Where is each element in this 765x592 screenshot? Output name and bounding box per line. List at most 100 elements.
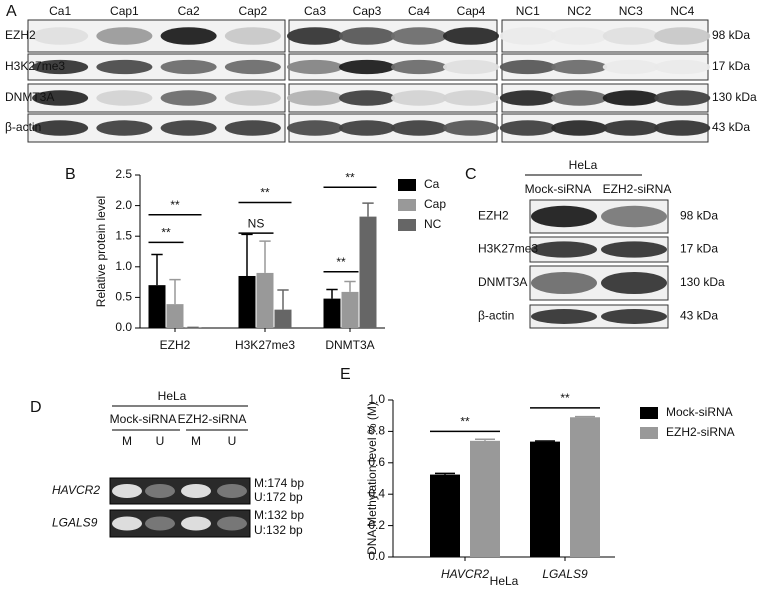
band xyxy=(391,120,447,136)
cell-line: HeLa xyxy=(158,389,187,403)
lane-label: M xyxy=(122,434,132,448)
x-tick-label: EZH2 xyxy=(160,338,191,352)
size-label: 17 kDa xyxy=(712,59,750,73)
legend-label: Mock-siRNA xyxy=(666,405,733,419)
group-label: EZH2-siRNA xyxy=(603,182,672,196)
size-label: U:172 bp xyxy=(254,490,303,504)
band xyxy=(391,90,447,106)
band xyxy=(602,90,659,106)
band xyxy=(96,27,153,45)
lane-label: Cap3 xyxy=(353,4,382,18)
error-bar xyxy=(277,289,289,310)
band xyxy=(287,27,343,45)
lane-label: Ca3 xyxy=(304,4,326,18)
significance-label: NS xyxy=(248,216,265,230)
lane-label: NC1 xyxy=(516,4,540,18)
band xyxy=(531,309,597,324)
lane-label: Ca2 xyxy=(178,4,200,18)
band xyxy=(160,27,217,45)
size-label: M:174 bp xyxy=(254,476,304,490)
band xyxy=(96,120,153,136)
band xyxy=(654,59,711,75)
error-bar xyxy=(259,240,271,273)
lane-label: Cap2 xyxy=(239,4,268,18)
lane-label: U xyxy=(156,434,165,448)
band xyxy=(32,90,89,106)
bar xyxy=(256,272,274,328)
protein-label: β-actin xyxy=(478,309,514,323)
legend-swatch xyxy=(640,407,658,419)
protein-label: EZH2 xyxy=(5,28,36,42)
bar xyxy=(274,309,292,328)
bar xyxy=(238,275,256,328)
gel-band xyxy=(181,516,211,531)
y-tick-label: 1.0 xyxy=(368,392,385,406)
gel-band xyxy=(217,484,247,498)
y-tick-label: 0.2 xyxy=(368,518,385,532)
size-label: 130 kDa xyxy=(712,90,757,104)
size-label: 98 kDa xyxy=(712,28,750,42)
protein-label: H3K27me3 xyxy=(478,242,538,256)
band xyxy=(499,59,556,75)
error-bar xyxy=(535,440,555,442)
group-label: EZH2-siRNA xyxy=(178,412,247,426)
band xyxy=(160,90,217,106)
band xyxy=(551,27,608,45)
band xyxy=(601,309,667,324)
band xyxy=(654,27,711,45)
bar xyxy=(570,417,600,557)
band xyxy=(602,120,659,136)
bar xyxy=(530,441,560,557)
group-label: Mock-siRNA xyxy=(525,182,592,196)
bar xyxy=(470,440,500,557)
protein-label: DNMT3A xyxy=(5,90,54,104)
band xyxy=(601,205,667,228)
size-label: 130 kDa xyxy=(680,275,725,289)
lane-label: Ca1 xyxy=(49,4,71,18)
band xyxy=(499,120,556,136)
significance-label: ** xyxy=(560,391,570,405)
band xyxy=(602,27,659,45)
band xyxy=(339,59,395,75)
y-tick-label: 0.5 xyxy=(115,290,132,304)
band xyxy=(160,120,217,136)
lane-label: U xyxy=(228,434,237,448)
y-tick-label: 2.5 xyxy=(115,167,132,181)
size-label: 17 kDa xyxy=(680,242,718,256)
band xyxy=(654,90,711,106)
protein-label: H3K27me3 xyxy=(5,59,65,73)
y-tick-label: 0.0 xyxy=(115,320,132,334)
panel-label: C xyxy=(465,166,477,183)
band xyxy=(551,59,608,75)
gel-band xyxy=(217,516,247,531)
panel-label: A xyxy=(6,3,17,20)
band xyxy=(551,90,608,106)
lane-label: Cap4 xyxy=(457,4,486,18)
band xyxy=(339,90,395,106)
size-label: 98 kDa xyxy=(680,209,718,223)
lane-label: NC3 xyxy=(619,4,643,18)
band xyxy=(602,59,659,75)
legend-swatch xyxy=(398,219,416,231)
error-bar xyxy=(362,202,374,217)
lane-label: Cap1 xyxy=(110,4,139,18)
lane-label: NC4 xyxy=(670,4,694,18)
gel-band xyxy=(145,484,175,498)
band xyxy=(224,59,281,75)
x-axis-label: HeLa xyxy=(490,574,519,588)
y-axis-label: DNA Methylation level % (M) xyxy=(365,402,379,555)
size-label: U:132 bp xyxy=(254,523,303,537)
gel-band xyxy=(181,484,211,498)
band xyxy=(391,27,447,45)
band xyxy=(601,241,667,258)
bar xyxy=(359,216,377,328)
band xyxy=(531,241,597,258)
size-label: 43 kDa xyxy=(712,120,750,134)
significance-label: ** xyxy=(345,170,355,184)
lane-label: M xyxy=(191,434,201,448)
group-label: Mock-siRNA xyxy=(110,412,177,426)
x-tick-label: H3K27me3 xyxy=(235,338,295,352)
y-tick-label: 0.4 xyxy=(368,486,385,500)
y-axis-label: Relative protein level xyxy=(94,196,108,307)
error-bar xyxy=(344,280,356,292)
